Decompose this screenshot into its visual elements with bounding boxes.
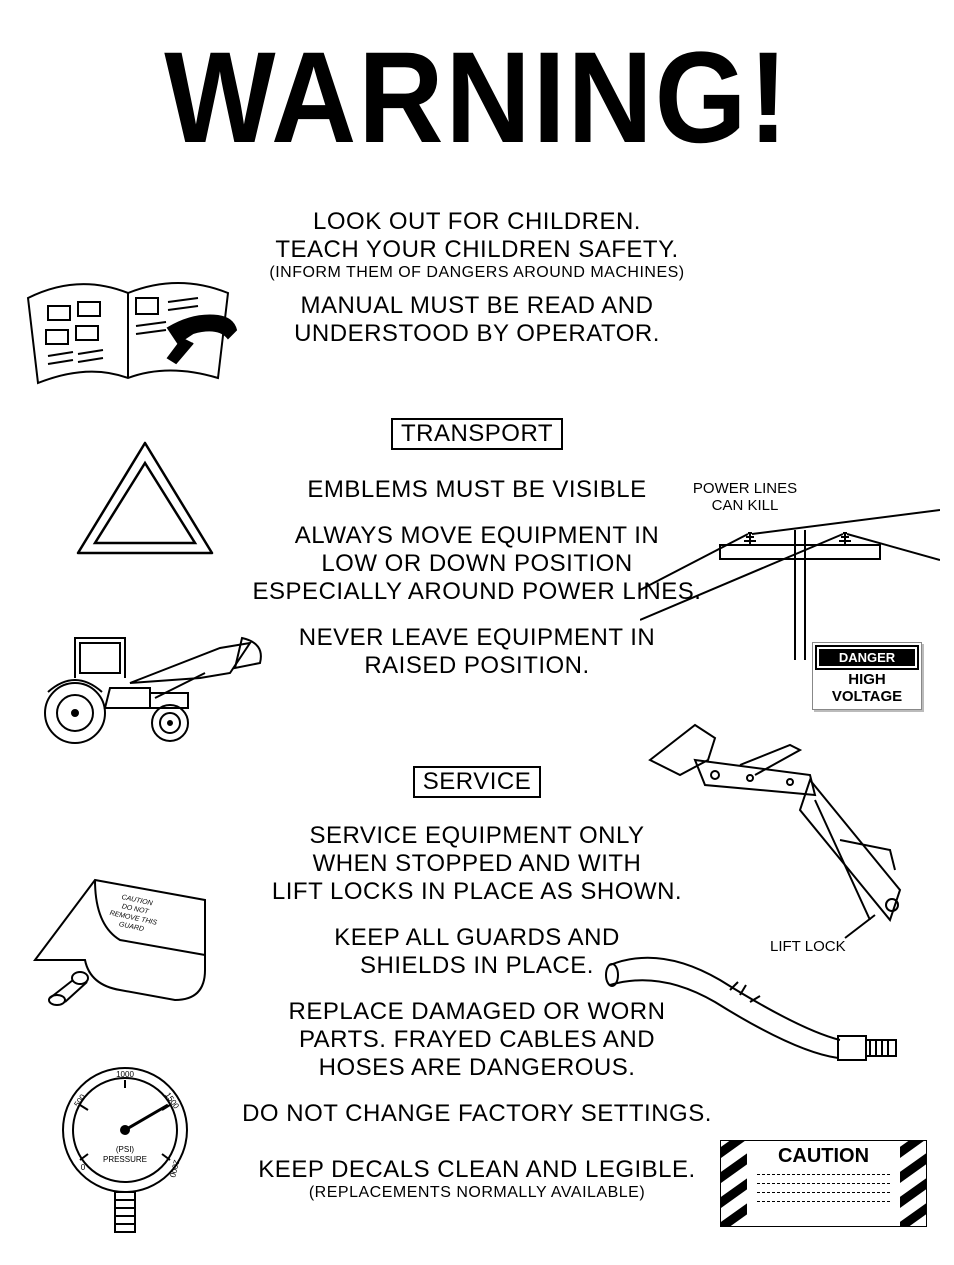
high-label: HIGH [817,671,917,688]
danger-sign: DANGER HIGH VOLTAGE [812,642,922,710]
triangle-emblem-icon [70,435,220,565]
voltage-label: VOLTAGE [817,688,917,705]
pressure-gauge-icon: 0 500 1000 1500 2000 (PSI) PRESSURE [50,1060,200,1240]
hazard-stripe-icon [900,1141,926,1226]
hazard-stripe-icon [721,1141,747,1226]
caution-decal: CAUTION [720,1140,927,1227]
gauge-tick: 1000 [116,1070,134,1079]
liftlock-icon [640,720,940,950]
transport-heading: TRANSPORT [391,418,563,450]
manual-icon [18,268,238,418]
caution-label: CAUTION [753,1145,894,1168]
gauge-tick: 0 [81,1163,86,1172]
guard-icon: CAUTION DO NOT REMOVE THIS GUARD [25,850,225,1020]
gauge-psi-label: (PSI) [116,1145,135,1154]
hose-icon [600,940,910,1100]
powerlines-label: POWER LINES [680,480,810,497]
page-title: WARNING! [0,23,954,173]
gauge-tick: 2000 [168,1159,181,1179]
tractor-icon [20,618,270,748]
service-heading: SERVICE [413,766,541,798]
gauge-pressure-label: PRESSURE [103,1155,147,1164]
power-pole-icon [640,500,940,660]
danger-label: DANGER [817,647,917,668]
intro-line: TEACH YOUR CHILDREN SAFETY. [0,236,954,264]
intro-line: LOOK OUT FOR CHILDREN. [0,208,954,236]
